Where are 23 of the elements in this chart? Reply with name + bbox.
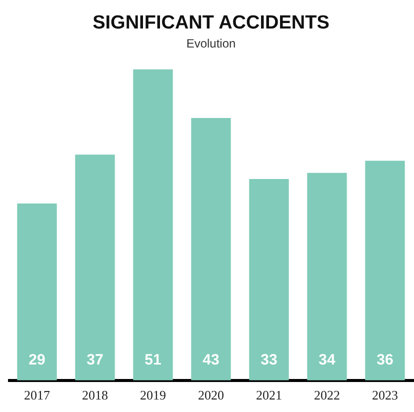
x-tick-label: 2022 [314, 388, 340, 403]
chart-subtitle: Evolution [186, 36, 236, 50]
x-tick-label: 2020 [198, 388, 224, 403]
bar [17, 203, 57, 380]
x-tick-label: 2018 [82, 388, 108, 403]
bar [191, 118, 231, 380]
x-tick-label: 2021 [256, 388, 282, 403]
data-label: 51 [144, 352, 162, 369]
bar [249, 179, 289, 380]
bar [307, 172, 347, 380]
chart-title: SIGNIFICANT ACCIDENTS [92, 12, 330, 34]
data-label: 37 [86, 352, 104, 369]
data-label: 43 [202, 352, 220, 369]
bar [133, 69, 173, 380]
x-tick-label: 2019 [140, 388, 166, 403]
data-label: 34 [318, 352, 336, 369]
bar [365, 160, 405, 380]
data-label: 33 [260, 352, 278, 369]
x-tick-label: 2023 [372, 388, 398, 403]
data-label: 36 [376, 352, 394, 369]
x-tick-label: 2017 [24, 388, 50, 403]
data-label: 29 [28, 352, 46, 369]
bar [75, 154, 115, 380]
